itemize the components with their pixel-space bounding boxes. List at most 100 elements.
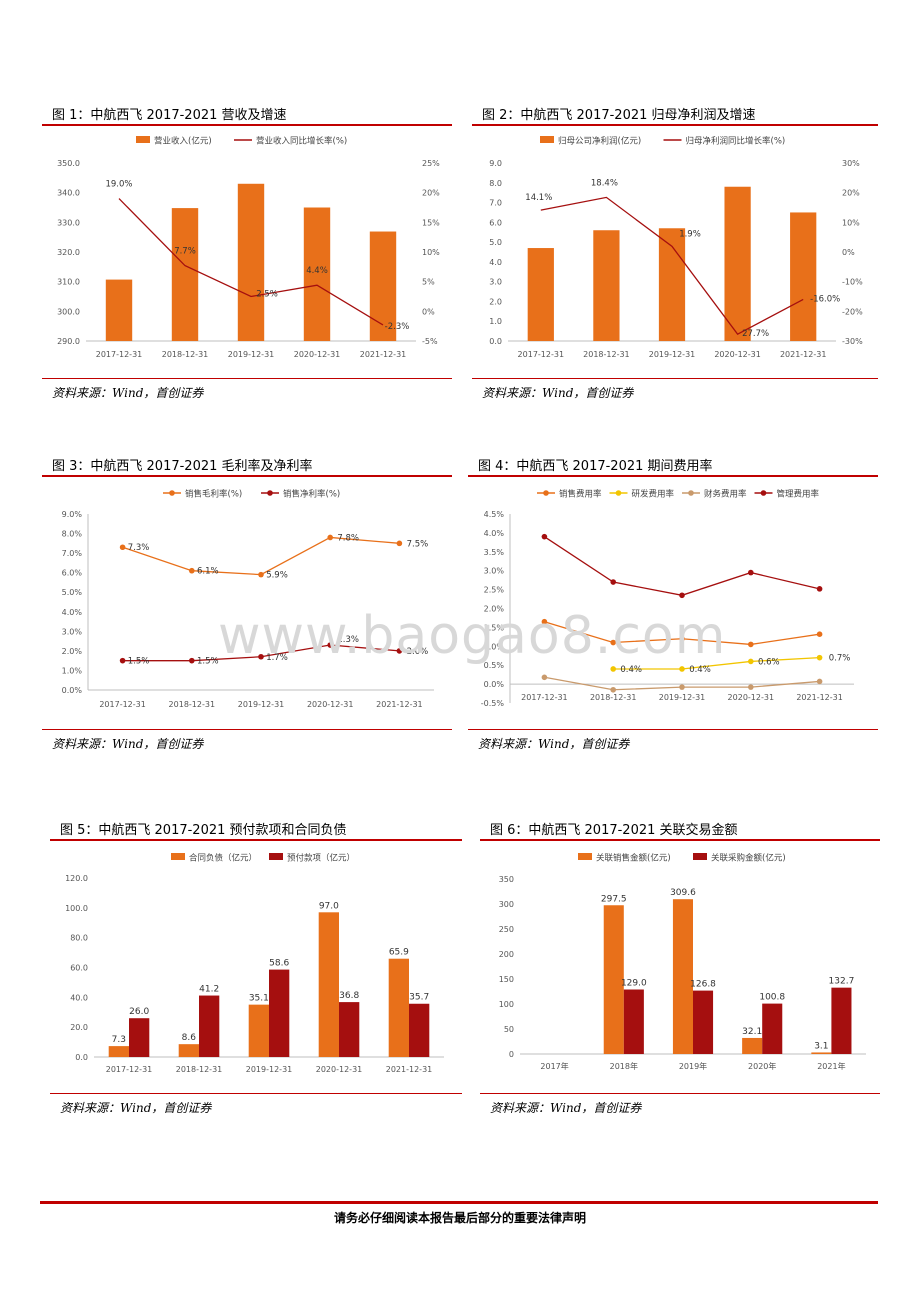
y-tick-label: 10% bbox=[842, 218, 860, 227]
x-tick-label: 2020-12-31 bbox=[307, 700, 354, 709]
y-tick-label: 20% bbox=[842, 189, 860, 198]
x-tick-label: 2019年 bbox=[679, 1061, 707, 1071]
data-point bbox=[119, 544, 126, 551]
data-point bbox=[679, 666, 685, 672]
x-tick-label: 2020-12-31 bbox=[294, 350, 341, 359]
legend-marker bbox=[615, 490, 622, 496]
legend-label: 销售费用率 bbox=[559, 489, 602, 500]
data-label: 26.0 bbox=[129, 1007, 149, 1017]
x-tick-label: 2020-12-31 bbox=[714, 350, 761, 359]
y-tick-label: -30% bbox=[842, 337, 863, 346]
data-label: 65.9 bbox=[389, 948, 409, 958]
legend-label: 销售毛利率(%) bbox=[185, 489, 242, 500]
legend-marker bbox=[688, 490, 694, 496]
y-tick-label: -0.5% bbox=[481, 699, 505, 708]
data-point bbox=[396, 540, 403, 547]
data-label: 19.0% bbox=[105, 180, 132, 190]
data-label: 7.5% bbox=[407, 539, 429, 549]
data-label: 2.5% bbox=[256, 290, 278, 300]
bar bbox=[269, 969, 290, 1057]
x-tick-label: 2020-12-31 bbox=[316, 1065, 363, 1074]
x-tick-label: 2018-12-31 bbox=[590, 693, 637, 702]
net-profit-chart: 归母公司净利润(亿元) 归母净利润同比增长率(%) 0.0 1.0 2.0 3.0 4.0 5… bbox=[489, 136, 863, 360]
series-line bbox=[118, 198, 384, 326]
y-tick-label: 2.0% bbox=[484, 605, 505, 614]
data-point bbox=[189, 657, 195, 664]
y-tick-label: 25% bbox=[422, 159, 440, 168]
title-rule bbox=[50, 839, 462, 841]
data-label: 0.7% bbox=[829, 654, 851, 664]
y-tick-label: 0% bbox=[842, 248, 855, 257]
legend-label: 营业收入(亿元) bbox=[154, 136, 212, 147]
bar bbox=[199, 995, 220, 1057]
y-tick-label: 10% bbox=[422, 248, 440, 257]
x-tick-label: 2021-12-31 bbox=[796, 693, 843, 702]
revenue-chart: 营业收入(亿元) 营业收入同比增长率(%) 290.0 300.0 310.0 320.0… bbox=[57, 136, 440, 360]
bar bbox=[790, 212, 817, 341]
y-tick-label: 1.0 bbox=[489, 317, 502, 326]
y-tick-label: 30% bbox=[842, 159, 860, 168]
margin-chart: 销售毛利率(%) 销售净利率(%) 0.0% 1.0% 2.0% 3.0% 4.0% 5.0%… bbox=[62, 489, 434, 709]
data-label: 100.8 bbox=[759, 993, 785, 1003]
y-tick-label: 20% bbox=[422, 189, 440, 198]
x-tick-label: 2021-12-31 bbox=[386, 1065, 433, 1074]
data-label: 36.8 bbox=[339, 991, 359, 1001]
y-tick-label: 1.5% bbox=[484, 623, 505, 632]
data-point bbox=[258, 653, 264, 660]
data-label: 5.9% bbox=[266, 571, 288, 581]
data-point bbox=[816, 654, 823, 661]
x-tick-label: 2019-12-31 bbox=[238, 700, 285, 709]
data-point bbox=[258, 571, 264, 578]
y-tick-label: -20% bbox=[842, 307, 863, 316]
y-tick-label: 290.0 bbox=[57, 337, 80, 346]
title-rule bbox=[468, 475, 878, 477]
bottom-rule bbox=[468, 729, 878, 730]
data-label: 1.5% bbox=[197, 657, 219, 667]
x-tick-label: 2019-12-31 bbox=[246, 1065, 293, 1074]
data-label: 58.6 bbox=[269, 959, 289, 969]
data-label: 6.1% bbox=[197, 567, 219, 577]
legend-marker bbox=[760, 490, 767, 496]
data-label: 27.7% bbox=[742, 329, 769, 339]
y-tick-label: -5% bbox=[422, 337, 438, 346]
data-label: 0.4% bbox=[620, 665, 642, 675]
y-tick-label: 320.0 bbox=[57, 248, 80, 257]
data-point bbox=[748, 684, 754, 690]
x-tick-label: 2019-12-31 bbox=[228, 350, 275, 359]
y-tick-label: 350.0 bbox=[57, 159, 80, 168]
data-point bbox=[327, 534, 334, 541]
bar bbox=[129, 1018, 150, 1057]
x-tick-label: 2020年 bbox=[748, 1061, 776, 1071]
y-tick-label: 60.0 bbox=[70, 964, 88, 973]
y-tick-label: 1.0% bbox=[484, 642, 505, 651]
y-tick-label: 2.0% bbox=[62, 647, 83, 656]
x-tick-label: 2018年 bbox=[610, 1061, 638, 1071]
bottom-rule bbox=[42, 729, 452, 730]
y-tick-label: 4.5% bbox=[484, 510, 505, 519]
y-tick-label: 150 bbox=[499, 975, 514, 984]
data-label: 2.0% bbox=[407, 647, 429, 657]
data-label: 1.9% bbox=[679, 229, 701, 239]
series-line bbox=[613, 656, 820, 670]
bar bbox=[237, 183, 265, 341]
y-tick-label: 120.0 bbox=[65, 874, 88, 883]
bar bbox=[369, 231, 397, 341]
title-rule bbox=[472, 124, 878, 126]
bar bbox=[603, 905, 624, 1054]
bar bbox=[318, 912, 339, 1057]
y-tick-label: 9.0 bbox=[489, 159, 502, 168]
x-tick-label: 2017-12-31 bbox=[518, 350, 565, 359]
bar bbox=[672, 899, 693, 1054]
y-tick-label: 3.0 bbox=[489, 278, 502, 287]
related-transaction-chart: 关联销售金额(亿元) 关联采购金额(亿元) 0 50 100 150 200 250 300 35… bbox=[499, 853, 866, 1071]
chart-title: 图 2：中航西飞 2017-2021 归母净利润及增速 bbox=[482, 108, 756, 123]
data-label: 1.7% bbox=[266, 653, 288, 663]
x-tick-label: 2017-12-31 bbox=[521, 693, 568, 702]
data-point bbox=[610, 666, 616, 672]
panel-net-profit: 图 2：中航西飞 2017-2021 归母净利润及增速 归母公司净利润(亿元) 归… bbox=[472, 104, 878, 404]
panel-expense-ratios: 图 4：中航西飞 2017-2021 期间费用率 销售费用率 研发费用率 财务费用率… bbox=[468, 455, 878, 755]
y-tick-label: 250 bbox=[499, 925, 514, 934]
data-label: 297.5 bbox=[601, 894, 627, 904]
y-tick-label: 0% bbox=[422, 307, 435, 316]
bar bbox=[693, 990, 714, 1054]
